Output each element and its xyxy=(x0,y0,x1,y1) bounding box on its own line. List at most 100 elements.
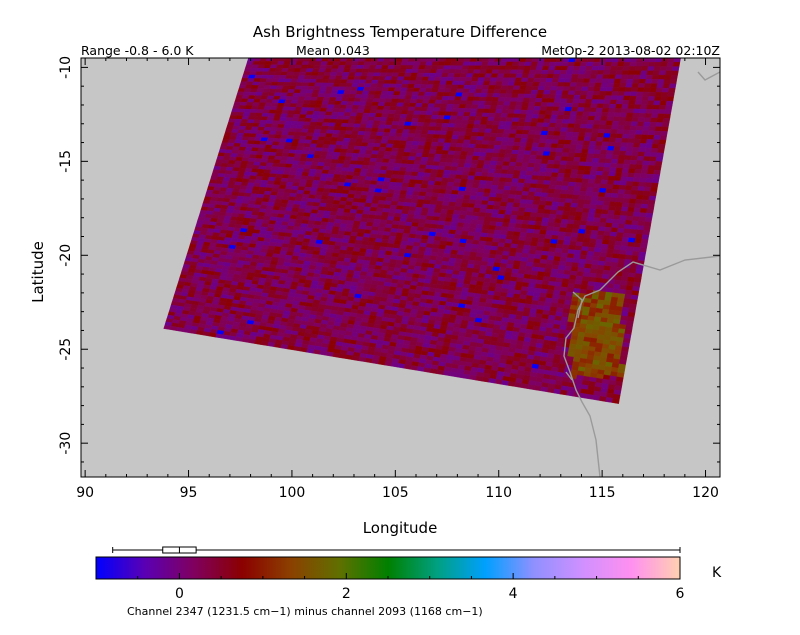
swath-cell xyxy=(513,141,521,147)
swath-cell xyxy=(512,113,521,119)
swath-cell xyxy=(601,209,609,215)
swath-cell xyxy=(602,201,611,207)
swath-cell xyxy=(537,118,545,124)
swath-cell xyxy=(404,95,413,100)
swath-cell xyxy=(567,185,576,191)
swath-cell xyxy=(443,169,451,175)
swath-cell xyxy=(395,128,404,134)
swath-cell xyxy=(576,173,584,179)
swath-cell xyxy=(498,121,507,126)
swath-cell xyxy=(593,183,602,189)
swath-cell xyxy=(632,78,640,84)
swath-cell xyxy=(295,103,304,108)
swath-cell xyxy=(601,112,609,117)
swath-cell xyxy=(294,153,302,158)
swath-cell xyxy=(671,70,679,76)
swath-cell xyxy=(397,147,406,153)
swath-cell xyxy=(561,214,570,220)
swath-cell xyxy=(453,100,461,105)
swath-cell xyxy=(557,139,566,145)
swath-cell xyxy=(565,102,573,108)
swath-cell xyxy=(469,112,477,117)
swath-cell xyxy=(511,65,519,71)
swath-cell xyxy=(371,199,380,205)
swath-cell xyxy=(308,194,317,200)
swath-cell xyxy=(535,183,544,189)
swath-cell xyxy=(525,58,533,63)
swath-cell xyxy=(354,72,363,77)
swath-cell xyxy=(515,73,524,79)
swath-cell xyxy=(337,181,346,187)
swath-cell xyxy=(444,84,453,89)
swath-cell xyxy=(358,79,367,84)
swath-cell xyxy=(313,129,322,134)
swath-cell xyxy=(321,79,330,84)
swath-cell xyxy=(427,76,436,82)
swath-cell xyxy=(451,135,460,140)
swath-cell xyxy=(284,120,293,126)
swath-cell xyxy=(579,157,588,163)
swath-cell xyxy=(277,102,285,108)
swath-cell xyxy=(381,162,389,167)
swath-cell xyxy=(586,216,595,223)
swath-cell xyxy=(615,103,623,109)
swath-cell xyxy=(477,159,485,165)
swath-cell xyxy=(607,209,616,216)
swath-cell xyxy=(654,58,663,63)
swath-cell xyxy=(611,223,620,229)
swath-cell xyxy=(436,169,445,175)
swath-cell xyxy=(441,123,450,128)
swath-cell xyxy=(554,247,563,254)
swath-cell xyxy=(349,138,357,143)
swath-cell xyxy=(520,227,528,234)
swath-cell xyxy=(547,126,556,132)
swath-cell xyxy=(499,145,508,150)
swath-cell xyxy=(341,145,349,150)
swath-cell xyxy=(420,183,429,189)
swath-cell xyxy=(437,61,446,66)
swath-cell xyxy=(256,172,265,177)
swath-cell xyxy=(512,174,521,180)
swath-cell xyxy=(457,107,466,113)
swath-cell xyxy=(375,184,384,190)
swath-cell xyxy=(516,182,525,188)
swath-cell xyxy=(534,73,542,79)
swath-cell xyxy=(523,182,531,188)
swath-cell xyxy=(620,108,629,114)
swath-cell xyxy=(306,110,314,116)
swath-cell xyxy=(584,103,592,109)
swath-cell xyxy=(550,114,558,120)
swath-cell xyxy=(436,142,445,147)
swath-cell xyxy=(616,66,624,71)
swath-cell xyxy=(538,81,547,87)
swath-cell xyxy=(370,154,379,159)
swath-cell xyxy=(487,61,495,67)
swath-cell xyxy=(371,101,380,107)
swath-cell xyxy=(613,180,621,186)
swath-cell xyxy=(239,143,248,148)
swath-cell xyxy=(398,95,406,100)
swath-cell xyxy=(440,154,449,159)
swath-cell xyxy=(389,155,398,160)
swath-cell xyxy=(427,207,436,213)
swath-cell xyxy=(610,158,619,164)
swath-cell xyxy=(505,61,514,67)
swath-cell xyxy=(632,112,640,118)
swath-cell xyxy=(393,87,402,92)
swath-cell xyxy=(356,157,365,162)
swath-cell xyxy=(410,144,419,150)
swath-cell xyxy=(383,151,392,156)
swath-cell xyxy=(651,143,660,149)
swath-cell xyxy=(359,146,368,151)
swath-cell xyxy=(598,192,606,198)
swath-cell xyxy=(500,113,509,118)
swath-cell xyxy=(602,74,610,80)
swath-cell xyxy=(498,93,507,98)
swath-cell xyxy=(401,182,410,188)
swath-cell xyxy=(556,147,564,153)
swath-cell xyxy=(512,235,520,241)
swath-cell xyxy=(308,82,316,87)
swath-cell xyxy=(609,133,618,139)
swath-cell xyxy=(367,116,376,121)
